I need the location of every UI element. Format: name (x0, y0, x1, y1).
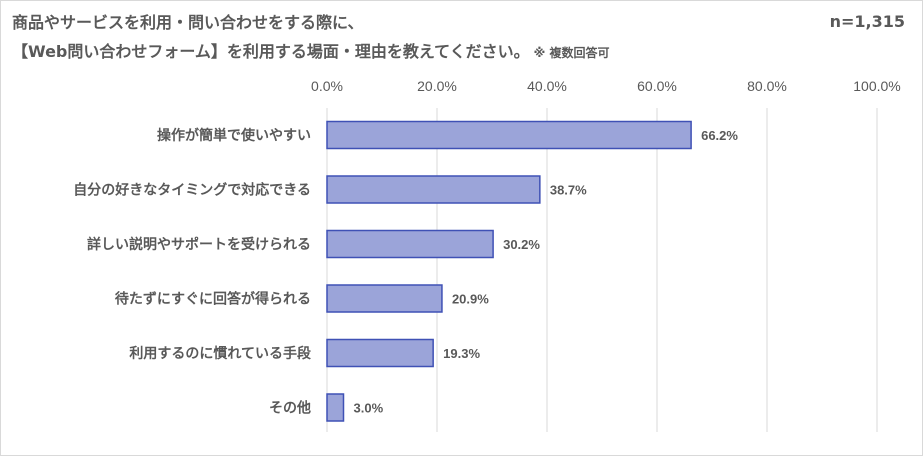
x-tick-label: 0.0% (311, 78, 343, 94)
x-tick-label: 60.0% (637, 78, 677, 94)
bar (326, 175, 541, 204)
data-label: 30.2% (503, 237, 540, 252)
category-label: 利用するのに慣れている手段 (129, 345, 311, 362)
x-tick-label: 40.0% (527, 78, 567, 94)
chart-title-line2-text: 【Web問い合わせフォーム】を利用する場面・理由を教えてください。 (12, 42, 530, 61)
data-label: 20.9% (452, 292, 489, 307)
x-tick-label: 80.0% (747, 78, 787, 94)
data-label: 3.0% (354, 401, 384, 416)
x-tick-label: 100.0% (853, 78, 900, 94)
chart-title: 商品やサービスを利用・問い合わせをする際に、 【Web問い合わせフォーム】を利用… (12, 8, 609, 68)
category-label: 自分の好きなタイミングで対応できる (73, 182, 311, 199)
bar (326, 393, 345, 422)
x-tick-label: 20.0% (417, 78, 457, 94)
bar (326, 284, 443, 313)
data-label: 19.3% (443, 346, 480, 361)
category-label: 詳しい説明やサポートを受けられる (87, 236, 311, 253)
chart-title-line1: 商品やサービスを利用・問い合わせをする際に、 (12, 13, 364, 32)
data-label: 66.2% (701, 128, 738, 143)
data-label: 38.7% (550, 183, 587, 198)
chart-title-note: ※ 複数回答可 (533, 46, 610, 60)
sample-size-label: n=1,315 (829, 12, 905, 31)
chart-title-line2: 【Web問い合わせフォーム】を利用する場面・理由を教えてください。 ※ 複数回答可 (12, 37, 609, 68)
category-label: 操作が簡単で使いやすい (157, 127, 311, 144)
category-label: その他 (269, 400, 311, 417)
bar (326, 338, 434, 368)
bar (326, 120, 692, 150)
category-label: 待たずにすぐに回答が得られる (115, 291, 311, 308)
bar (326, 229, 494, 259)
